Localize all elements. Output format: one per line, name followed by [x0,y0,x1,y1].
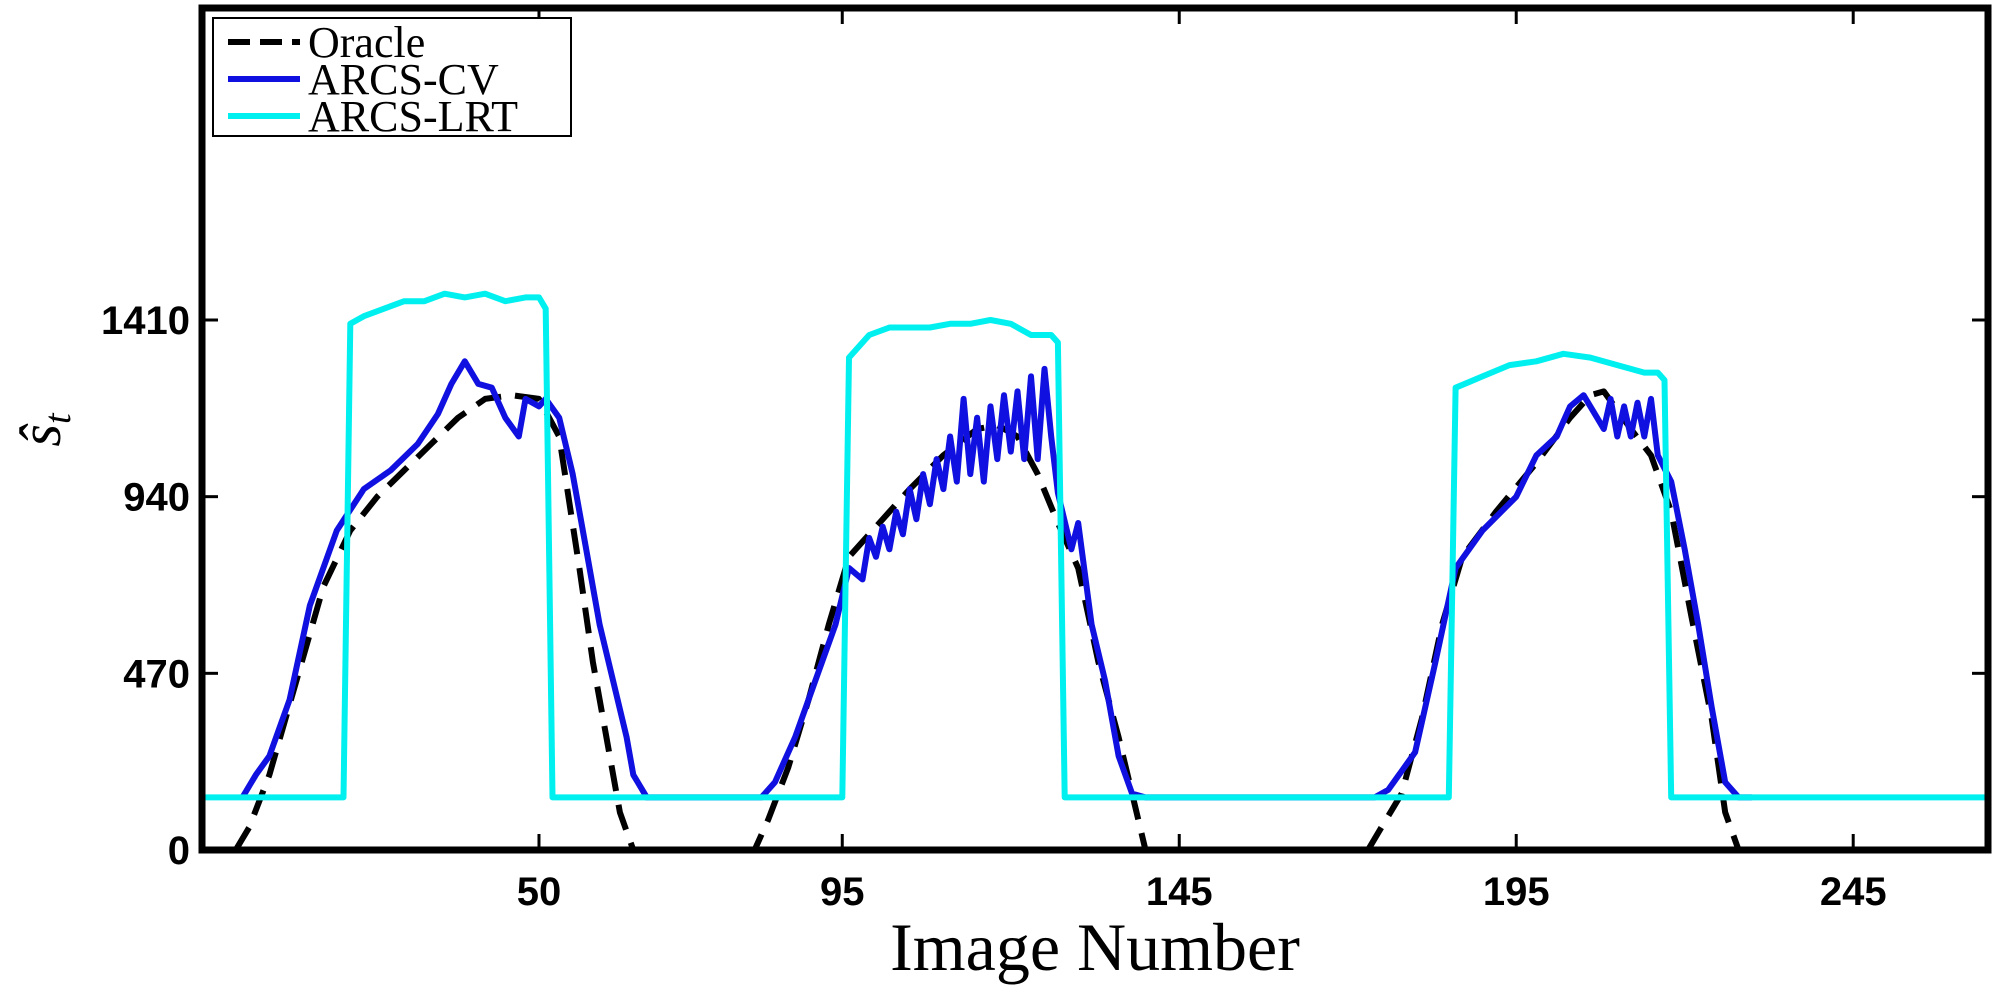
tick-labels: 50 95 145 195 245 0 470 940 1410 [101,299,1887,914]
legend-entry-label: Oracle [308,18,425,67]
series-line-arcs-lrt [202,290,1988,801]
series-layer [202,290,1988,853]
x-tick-label: 145 [1146,870,1213,914]
legend-entry-label: ARCS-LRT [308,92,518,141]
legend-entry-label: ARCS-CV [308,55,499,104]
series-line-oracle [233,388,1742,853]
y-tick-label: 0 [168,829,190,873]
y-tick-label: 940 [123,476,190,520]
svg-text:ŝt: ŝt [8,412,79,447]
x-axis-label: Image Number [890,909,1300,985]
x-tick-label: 95 [820,870,865,914]
y-axis-label: ŝt [8,412,79,447]
y-tick-label: 470 [123,652,190,696]
y-axis-label-main: ŝ [8,423,73,447]
x-tick-label: 195 [1483,870,1550,914]
y-axis-label-subscript: t [37,412,79,424]
y-tick-label: 1410 [101,299,190,343]
x-tick-label: 245 [1820,870,1887,914]
x-tick-label: 50 [517,870,562,914]
plot-frame [198,4,1992,854]
series-line-arcs-cv [239,358,1753,801]
